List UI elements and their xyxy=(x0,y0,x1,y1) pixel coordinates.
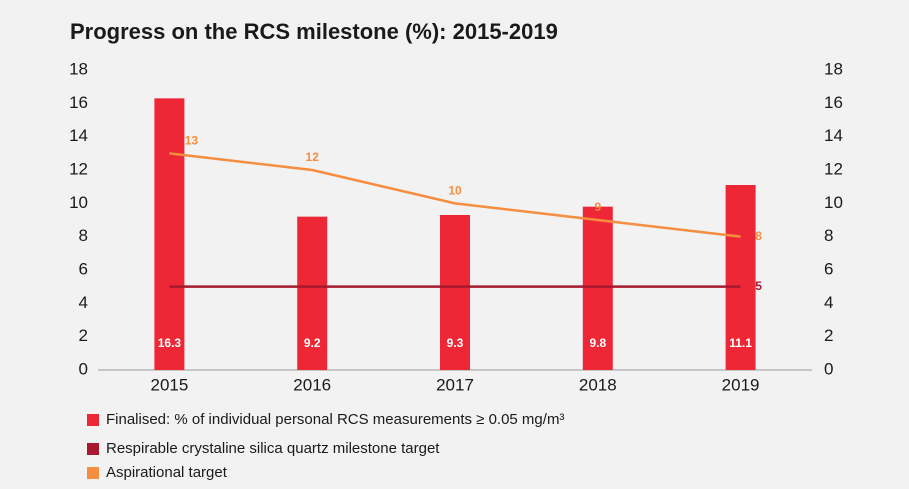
x-tick-label: 2017 xyxy=(436,375,474,394)
legend-label: Finalised: % of individual personal RCS … xyxy=(106,411,564,428)
y-tick-label: 2 xyxy=(79,326,88,345)
y2-tick-label: 2 xyxy=(824,326,833,345)
y2-tick-label: 8 xyxy=(824,226,833,245)
y-tick-label: 16 xyxy=(69,93,88,112)
bar xyxy=(297,216,328,370)
bar-value-label: 9.3 xyxy=(447,336,464,350)
bar xyxy=(582,206,613,370)
y2-tick-label: 18 xyxy=(824,59,843,78)
line-value-label: 12 xyxy=(306,150,320,164)
y-tick-label: 12 xyxy=(69,159,88,178)
y2-tick-label: 14 xyxy=(824,126,843,145)
legend-swatch xyxy=(87,414,99,426)
bar-value-label: 9.8 xyxy=(589,336,606,350)
bar xyxy=(440,215,470,370)
legend-swatch xyxy=(87,443,99,455)
bar-value-label: 9.2 xyxy=(304,336,321,350)
y2-tick-label: 4 xyxy=(824,293,833,312)
y-tick-label: 14 xyxy=(69,126,88,145)
y2-tick-label: 6 xyxy=(824,259,833,278)
y2-tick-label: 16 xyxy=(824,93,843,112)
y-tick-label: 10 xyxy=(69,193,88,212)
legend-swatch xyxy=(87,467,99,479)
legend-label: Respirable crystaline silica quartz mile… xyxy=(106,440,440,457)
y-tick-label: 8 xyxy=(79,226,88,245)
bar-value-label: 16.3 xyxy=(158,336,182,350)
line-value-label: 8 xyxy=(755,229,762,243)
x-tick-label: 2016 xyxy=(293,375,331,394)
chart-title: Progress on the RCS milestone (%): 2015-… xyxy=(70,19,558,44)
line-value-label: 9 xyxy=(594,200,601,214)
y-tick-label: 4 xyxy=(79,293,88,312)
bar xyxy=(725,185,756,370)
bar-value-label: 11.1 xyxy=(729,336,752,350)
y-tick-label: 0 xyxy=(79,359,88,378)
y2-tick-label: 10 xyxy=(824,193,843,212)
line xyxy=(169,152,741,238)
line-value-label: 5 xyxy=(755,279,762,293)
line-value-label: 13 xyxy=(185,134,199,148)
x-tick-label: 2019 xyxy=(722,375,760,394)
bar xyxy=(154,98,185,370)
legend-label: Aspirational target xyxy=(106,464,228,481)
y-tick-label: 18 xyxy=(69,59,88,78)
y2-tick-label: 0 xyxy=(824,359,833,378)
x-tick-label: 2018 xyxy=(579,375,617,394)
y2-tick-label: 12 xyxy=(824,159,843,178)
x-tick-label: 2015 xyxy=(150,375,188,394)
line-value-label: 10 xyxy=(448,184,462,198)
y-tick-label: 6 xyxy=(79,259,88,278)
